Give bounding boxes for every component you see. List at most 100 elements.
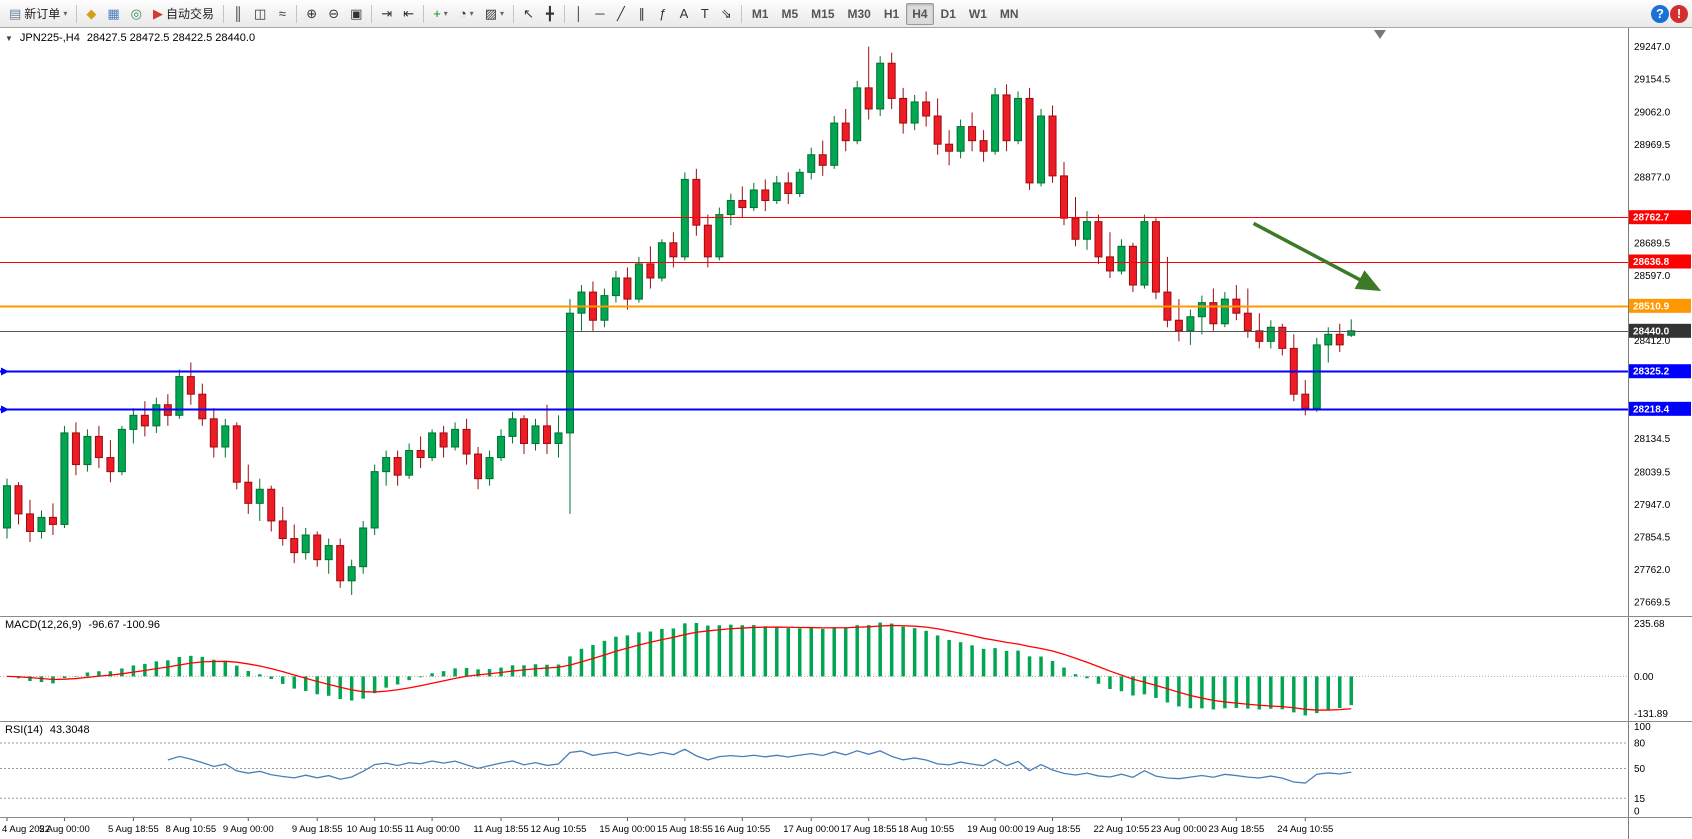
trendline-icon: ╱ [616, 6, 625, 21]
timeframe-h1-button[interactable]: H1 [878, 3, 905, 25]
main-toolbar: ▤ 新订单 ▾ ◆ ▦ ◎ ▶ 自动交易 ║ ◫ ≈ ⊕ ⊖ ▣ ⇥ ⇤ + ▾ ◔ ▾ ▨ ▾ ↖ ╋ │ ─ ╱ ∥ ƒ A T ⇘ M1 M… [0, 0, 1692, 28]
price-chart[interactable]: 29247.0 29154.5 29062.0 28969.5 28877.0 28689… [0, 28, 1692, 616]
chart-shift-button[interactable]: ⇤ [398, 3, 419, 25]
timeframe-h4-button[interactable]: H4 [906, 2, 934, 25]
notifications-button[interactable]: ! [1670, 4, 1688, 23]
horizontal-line-button[interactable]: ─ [590, 3, 610, 25]
svg-text:-131.89: -131.89 [1634, 709, 1668, 720]
fibonacci-button[interactable]: ƒ [653, 3, 673, 25]
data-window-button[interactable]: ▦ [102, 3, 124, 25]
crosshair-icon: ╋ [545, 6, 554, 21]
toolbar-separator [513, 4, 514, 23]
svg-text:16 Aug 10:55: 16 Aug 10:55 [714, 824, 770, 835]
svg-text:22 Aug 10:55: 22 Aug 10:55 [1093, 824, 1149, 835]
timeframe-m15-button-label: M15 [811, 6, 835, 21]
periods-button[interactable]: ◔ ▾ [454, 3, 479, 25]
indicators-button[interactable]: + ▾ [428, 3, 453, 25]
svg-text:0.00: 0.00 [1634, 672, 1654, 683]
equidistant-channel-button[interactable]: ∥ [632, 3, 652, 25]
chevron-down-icon: ▾ [469, 9, 474, 18]
svg-text:27762.0: 27762.0 [1634, 565, 1671, 576]
svg-text:11 Aug 18:55: 11 Aug 18:55 [473, 824, 528, 835]
timeframe-mn-button[interactable]: MN [994, 3, 1025, 25]
crosshair-button[interactable]: ╋ [540, 3, 560, 25]
vertical-line-button[interactable]: │ [569, 3, 589, 25]
horizontal-line-icon: ─ [595, 6, 605, 21]
timeframe-m5-button[interactable]: M5 [775, 3, 804, 25]
new-order-button[interactable]: ▤ 新订单 ▾ [4, 3, 72, 25]
timeframe-d1-button[interactable]: D1 [935, 3, 962, 25]
timeframe-m30-button[interactable]: M30 [842, 3, 877, 25]
svg-text:19 Aug 18:55: 19 Aug 18:55 [1025, 824, 1081, 835]
timeframe-m15-button[interactable]: M15 [805, 3, 840, 25]
toolbar-separator [740, 4, 742, 23]
templates-button[interactable]: ▨ ▾ [480, 3, 509, 25]
macd-chart[interactable]: 235.68 0.00 -131.89 [0, 617, 1692, 721]
rsi-pane: 100 80 50 15 0 RSI(14) 43.3048 [0, 721, 1692, 817]
svg-text:11 Aug 00:00: 11 Aug 00:00 [404, 824, 459, 835]
svg-text:24 Aug 10:55: 24 Aug 10:55 [1277, 824, 1333, 835]
arrows-button[interactable]: ⇘ [716, 3, 737, 25]
new-order-button-label: 新订单 [24, 7, 61, 21]
svg-text:15 Aug 18:55: 15 Aug 18:55 [657, 824, 713, 835]
svg-text:28597.0: 28597.0 [1634, 271, 1671, 282]
main-chart-pane: 29247.0 29154.5 29062.0 28969.5 28877.0 28689… [0, 28, 1692, 616]
toolbar-separator [296, 4, 298, 23]
tile-windows-icon: ▣ [350, 6, 363, 21]
trendline-button[interactable]: ╱ [611, 3, 631, 25]
timeframe-d1-button-label: D1 [940, 6, 956, 21]
svg-text:15: 15 [1634, 794, 1646, 805]
candlestick-chart-button[interactable]: ◫ [249, 3, 271, 25]
cursor-button[interactable]: ↖ [518, 3, 539, 25]
svg-text:23 Aug 18:55: 23 Aug 18:55 [1208, 824, 1264, 835]
svg-text:50: 50 [1634, 764, 1646, 775]
svg-text:12 Aug 10:55: 12 Aug 10:55 [530, 824, 586, 835]
toolbar-separator [222, 4, 224, 23]
svg-text:17 Aug 18:55: 17 Aug 18:55 [841, 824, 897, 835]
zoom-out-button[interactable]: ⊖ [323, 3, 344, 25]
periods-icon: ◔ [458, 6, 467, 21]
svg-text:29247.0: 29247.0 [1634, 42, 1671, 53]
svg-text:9 Aug 00:00: 9 Aug 00:00 [223, 824, 274, 835]
zoom-in-icon: ⊕ [306, 6, 318, 21]
timeframe-m1-button[interactable]: M1 [746, 3, 775, 25]
tile-windows-button[interactable]: ▣ [345, 3, 367, 25]
help-button[interactable]: ? [1651, 4, 1669, 23]
indicators-icon: + [433, 6, 441, 21]
text-button[interactable]: A [674, 3, 694, 25]
zoom-in-button[interactable]: ⊕ [301, 3, 322, 25]
autotrading-button[interactable]: ▶ 自动交易 [148, 3, 219, 25]
data-window-icon: ▦ [107, 6, 120, 21]
svg-text:27669.5: 27669.5 [1634, 598, 1671, 609]
market-watch-button[interactable]: ◆ [81, 3, 101, 25]
navigator-button[interactable]: ◎ [126, 3, 147, 25]
svg-text:28440.0: 28440.0 [1633, 326, 1670, 337]
navigator-icon: ◎ [130, 6, 142, 21]
line-chart-icon: ≈ [278, 6, 286, 21]
line-chart-button[interactable]: ≈ [272, 3, 292, 25]
text-label-icon: T [700, 6, 709, 21]
timeframe-w1-button[interactable]: W1 [963, 3, 993, 25]
vertical-line-icon: │ [574, 6, 583, 21]
text-label-button[interactable]: T [695, 3, 715, 25]
rsi-chart[interactable]: 100 80 50 15 0 [0, 722, 1692, 817]
svg-text:9 Aug 18:55: 9 Aug 18:55 [292, 824, 343, 835]
svg-text:28218.4: 28218.4 [1633, 404, 1670, 415]
svg-text:28325.2: 28325.2 [1633, 367, 1670, 378]
svg-text:28636.8: 28636.8 [1633, 257, 1670, 268]
svg-text:28134.5: 28134.5 [1634, 434, 1671, 445]
fibonacci-icon: ƒ [659, 6, 667, 21]
macd-pane: 235.68 0.00 -131.89 MACD(12,26,9) -96.67 -… [0, 616, 1692, 721]
auto-scroll-button[interactable]: ⇥ [376, 3, 397, 25]
time-axis[interactable]: 4 Aug 2022 5 Aug 00:00 5 Aug 18:55 8 Aug 10… [0, 817, 1692, 839]
timeframe-m5-button-label: M5 [781, 6, 799, 21]
timeframe-w1-button-label: W1 [968, 6, 987, 21]
equidistant-channel-icon: ∥ [638, 6, 646, 21]
svg-text:29062.0: 29062.0 [1634, 107, 1671, 118]
svg-text:5 Aug 18:55: 5 Aug 18:55 [108, 824, 159, 835]
toolbar-separator [563, 4, 565, 23]
svg-text:10 Aug 10:55: 10 Aug 10:55 [347, 824, 403, 835]
bar-chart-button[interactable]: ║ [228, 3, 248, 25]
